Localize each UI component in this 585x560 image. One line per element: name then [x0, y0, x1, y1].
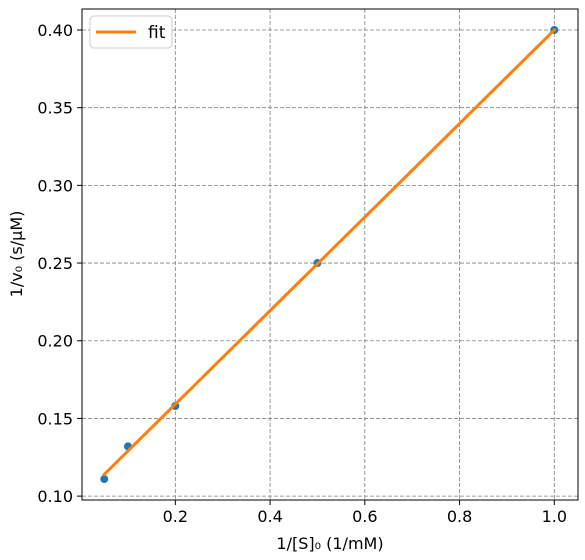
- y-tick-label: 0.15: [37, 409, 73, 428]
- x-tick-label: 0.6: [352, 507, 377, 526]
- x-tick-label: 1.0: [542, 507, 567, 526]
- x-axis-label: 1/[S]₀ (1/mM): [276, 534, 383, 553]
- ticks: 0.2 0.4 0.6 0.8 1.0 0.10 0.15 0.20 0.25 0.30 0.35 0…: [37, 21, 567, 526]
- x-tick-label: 0.4: [257, 507, 282, 526]
- y-tick-label: 0.25: [37, 254, 73, 273]
- plot-frame: [81, 8, 579, 501]
- data-point: [100, 475, 109, 484]
- legend-label-fit: fit: [148, 23, 166, 43]
- x-tick-label: 0.8: [447, 507, 472, 526]
- chart-marks: [100, 25, 559, 484]
- y-tick-label: 0.40: [37, 21, 73, 40]
- y-tick-label: 0.10: [37, 487, 73, 506]
- x-tick-label: 0.2: [163, 507, 188, 526]
- y-tick-label: 0.35: [37, 99, 73, 118]
- y-axis-label: 1/v₀ (s/μM): [7, 211, 26, 298]
- plot-background: [82, 9, 578, 500]
- grid: [82, 9, 578, 500]
- y-tick-label: 0.30: [37, 176, 73, 195]
- fit-line: [102, 27, 557, 477]
- legend: fit: [89, 15, 173, 49]
- y-tick-label: 0.20: [37, 332, 73, 351]
